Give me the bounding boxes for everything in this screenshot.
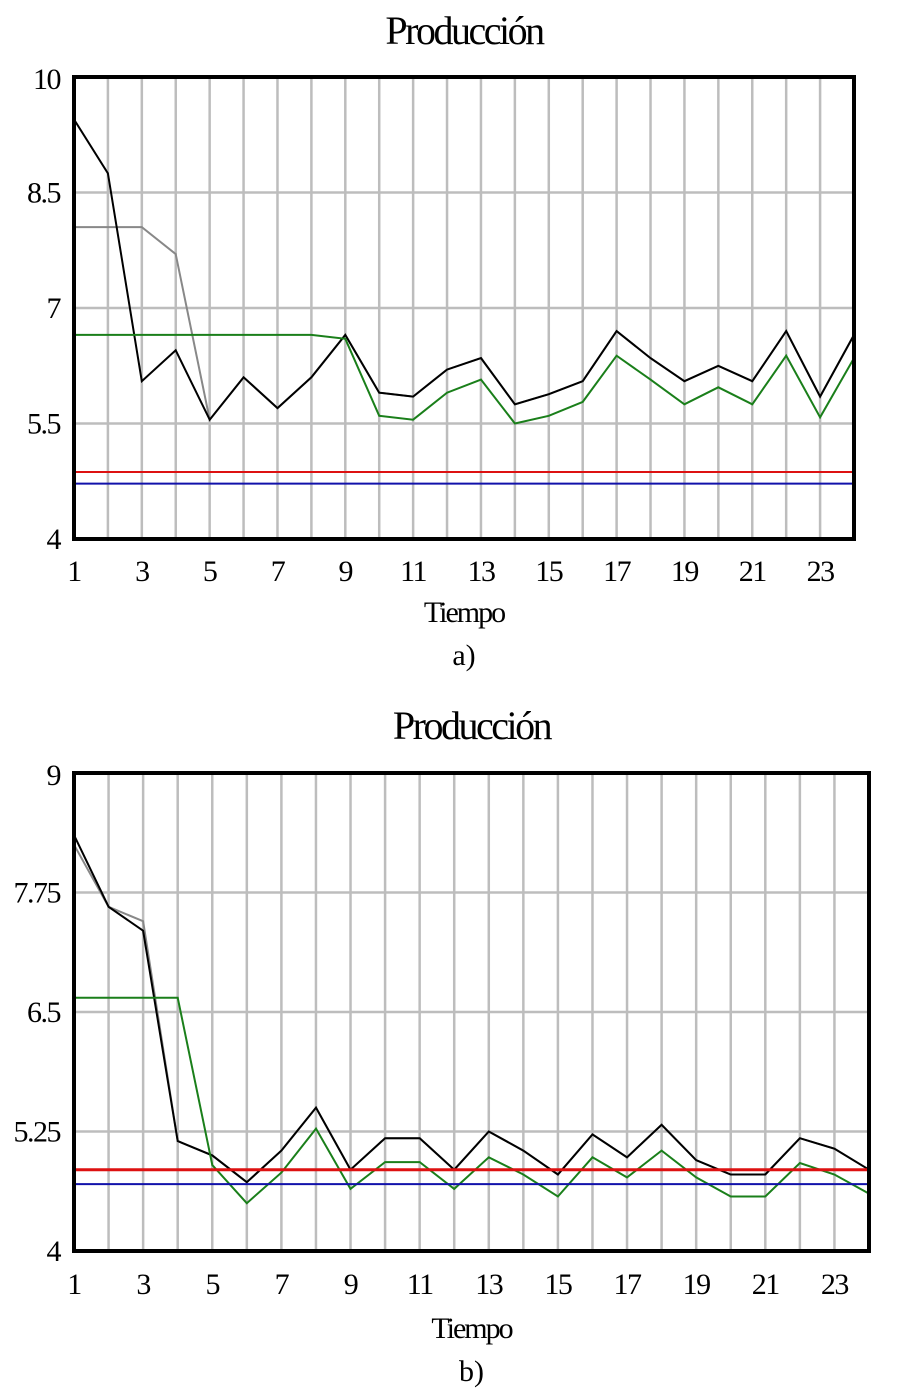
x-tick-label: 23 <box>807 555 835 588</box>
y-tick-label: 8.5 <box>27 177 61 210</box>
y-tick-label: 6.5 <box>27 996 61 1029</box>
y-tick-label: 4 <box>47 523 62 556</box>
series-line-2 <box>73 834 870 1184</box>
y-tick-label: 5.5 <box>27 408 61 441</box>
x-tick-label: 17 <box>614 1268 643 1301</box>
series-line-1 <box>74 226 855 422</box>
x-tick-label: 9 <box>339 555 353 588</box>
x-tick-label: 23 <box>821 1268 849 1301</box>
y-tick-label: 7.75 <box>14 877 61 910</box>
x-tick-label: 3 <box>135 555 149 588</box>
x-tick-label: 15 <box>535 555 563 588</box>
series-line-3 <box>74 333 855 425</box>
x-tick-label: 11 <box>400 555 426 588</box>
x-tick-label: 9 <box>344 1268 358 1301</box>
x-tick-label: 5 <box>206 1268 220 1301</box>
x-tick-label: 1 <box>67 555 81 588</box>
y-tick-label: 9 <box>47 759 61 792</box>
x-tick-label: 1 <box>67 1268 81 1301</box>
y-tick-label: 4 <box>47 1235 62 1268</box>
x-tick-label: 7 <box>275 1268 290 1301</box>
figure-caption: a) <box>452 639 475 672</box>
x-tick-label: 3 <box>136 1268 150 1301</box>
x-tick-label: 13 <box>467 555 495 588</box>
x-tick-label: 7 <box>271 555 286 588</box>
x-tick-label: 13 <box>475 1268 503 1301</box>
y-tick-label: 5.25 <box>14 1116 61 1149</box>
chart-title: Producción <box>385 8 545 53</box>
x-tick-label: 21 <box>752 1268 780 1301</box>
y-tick-label: 7 <box>47 292 62 325</box>
x-tick-label: 17 <box>603 555 632 588</box>
x-tick-label: 15 <box>544 1268 572 1301</box>
y-tick-label: 10 <box>33 63 61 96</box>
x-tick-label: 19 <box>683 1268 711 1301</box>
x-tick-label: 5 <box>203 555 217 588</box>
chart-title: Producción <box>393 703 553 748</box>
x-tick-label: 11 <box>407 1268 433 1301</box>
series-line-3 <box>74 996 870 1205</box>
series-line-2 <box>73 118 855 422</box>
x-tick-label: 21 <box>739 555 767 588</box>
plot-frame <box>72 771 871 1253</box>
x-tick-label: 19 <box>671 555 699 588</box>
plot-frame <box>72 75 856 541</box>
figure-caption: b) <box>459 1355 484 1388</box>
x-axis-label: Tiempo <box>424 596 505 629</box>
x-axis-label: Tiempo <box>431 1312 512 1345</box>
